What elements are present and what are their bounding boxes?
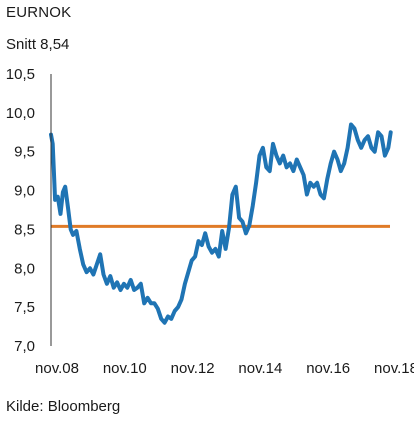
- x-tick-labels: nov.08 nov.10 nov.12 nov.14 nov.16 nov.18: [35, 360, 414, 377]
- x-tick-label: nov.14: [238, 360, 282, 377]
- source-label: Kilde: Bloomberg: [6, 398, 121, 415]
- x-tick-label: nov.12: [171, 360, 215, 377]
- y-tick-labels: 10,5 10,0 9,5 9,0 8,5 8,0 7,5 7,0: [6, 66, 35, 355]
- y-tick-label: 9,0: [14, 183, 35, 200]
- y-tick-label: 7,5: [14, 299, 35, 316]
- chart-subtitle: Snitt 8,54: [6, 36, 70, 53]
- y-tick-label: 8,0: [14, 260, 35, 277]
- y-tick-label: 8,5: [14, 221, 35, 238]
- y-tick-label: 10,5: [6, 66, 35, 83]
- y-tick-label: 10,0: [6, 105, 35, 122]
- series-line-eurnok: [49, 122, 393, 325]
- x-tick-label: nov.08: [35, 360, 79, 377]
- x-tick-label: nov.16: [306, 360, 350, 377]
- y-tick-label: 7,0: [14, 338, 35, 355]
- x-tick-label: nov.10: [103, 360, 147, 377]
- x-tick-label: nov.18: [374, 360, 414, 377]
- chart-title: EURNOK: [6, 4, 72, 21]
- y-tick-label: 9,5: [14, 144, 35, 161]
